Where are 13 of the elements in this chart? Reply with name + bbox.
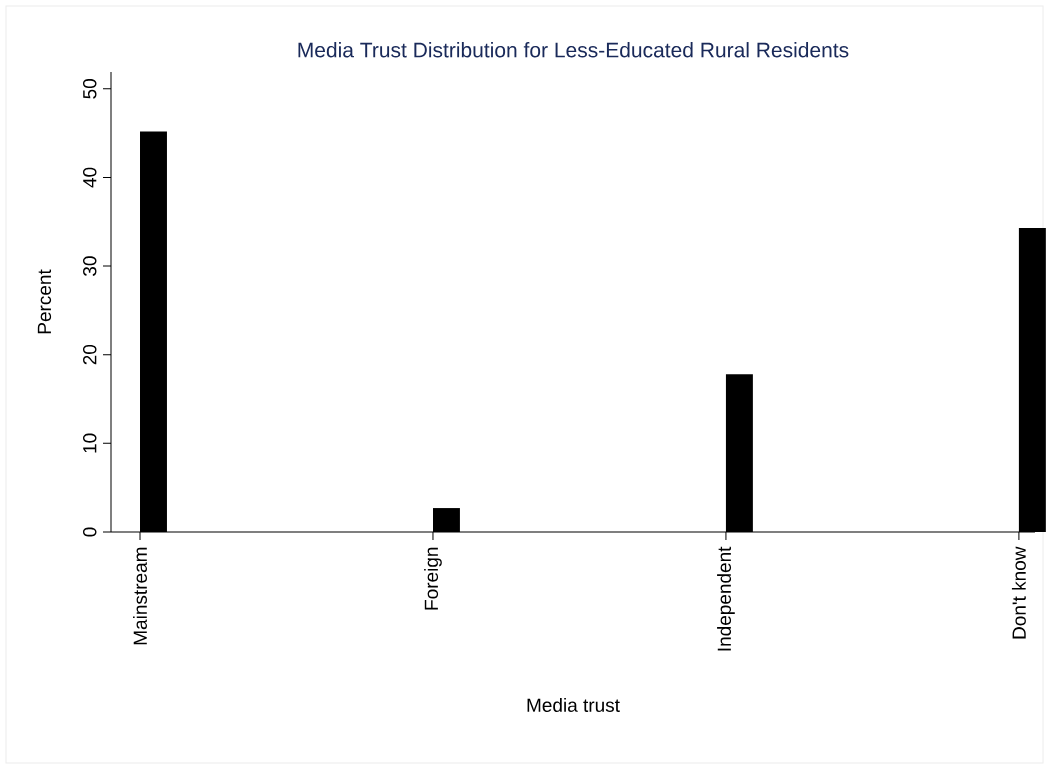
x-axis-title: Media trust xyxy=(527,697,620,712)
chart-title: Media Trust Distribution for Less-Educated Rural Residents xyxy=(298,42,849,58)
x-tick-label: Independent xyxy=(717,546,735,651)
y-tick-label: 50 xyxy=(83,79,97,99)
y-axis-title: Percent xyxy=(37,269,52,334)
y-tick-label: 30 xyxy=(83,256,97,276)
x-tick-label: Foreign xyxy=(424,547,442,610)
y-tick-label: 40 xyxy=(83,167,97,188)
x-tick-label: Don't know xyxy=(1011,546,1026,639)
y-tick-label: 10 xyxy=(83,433,97,453)
y-tick-label: 0 xyxy=(83,527,97,537)
y-tick-label: 20 xyxy=(83,344,97,365)
x-tick-label: Mainstream xyxy=(133,547,147,645)
